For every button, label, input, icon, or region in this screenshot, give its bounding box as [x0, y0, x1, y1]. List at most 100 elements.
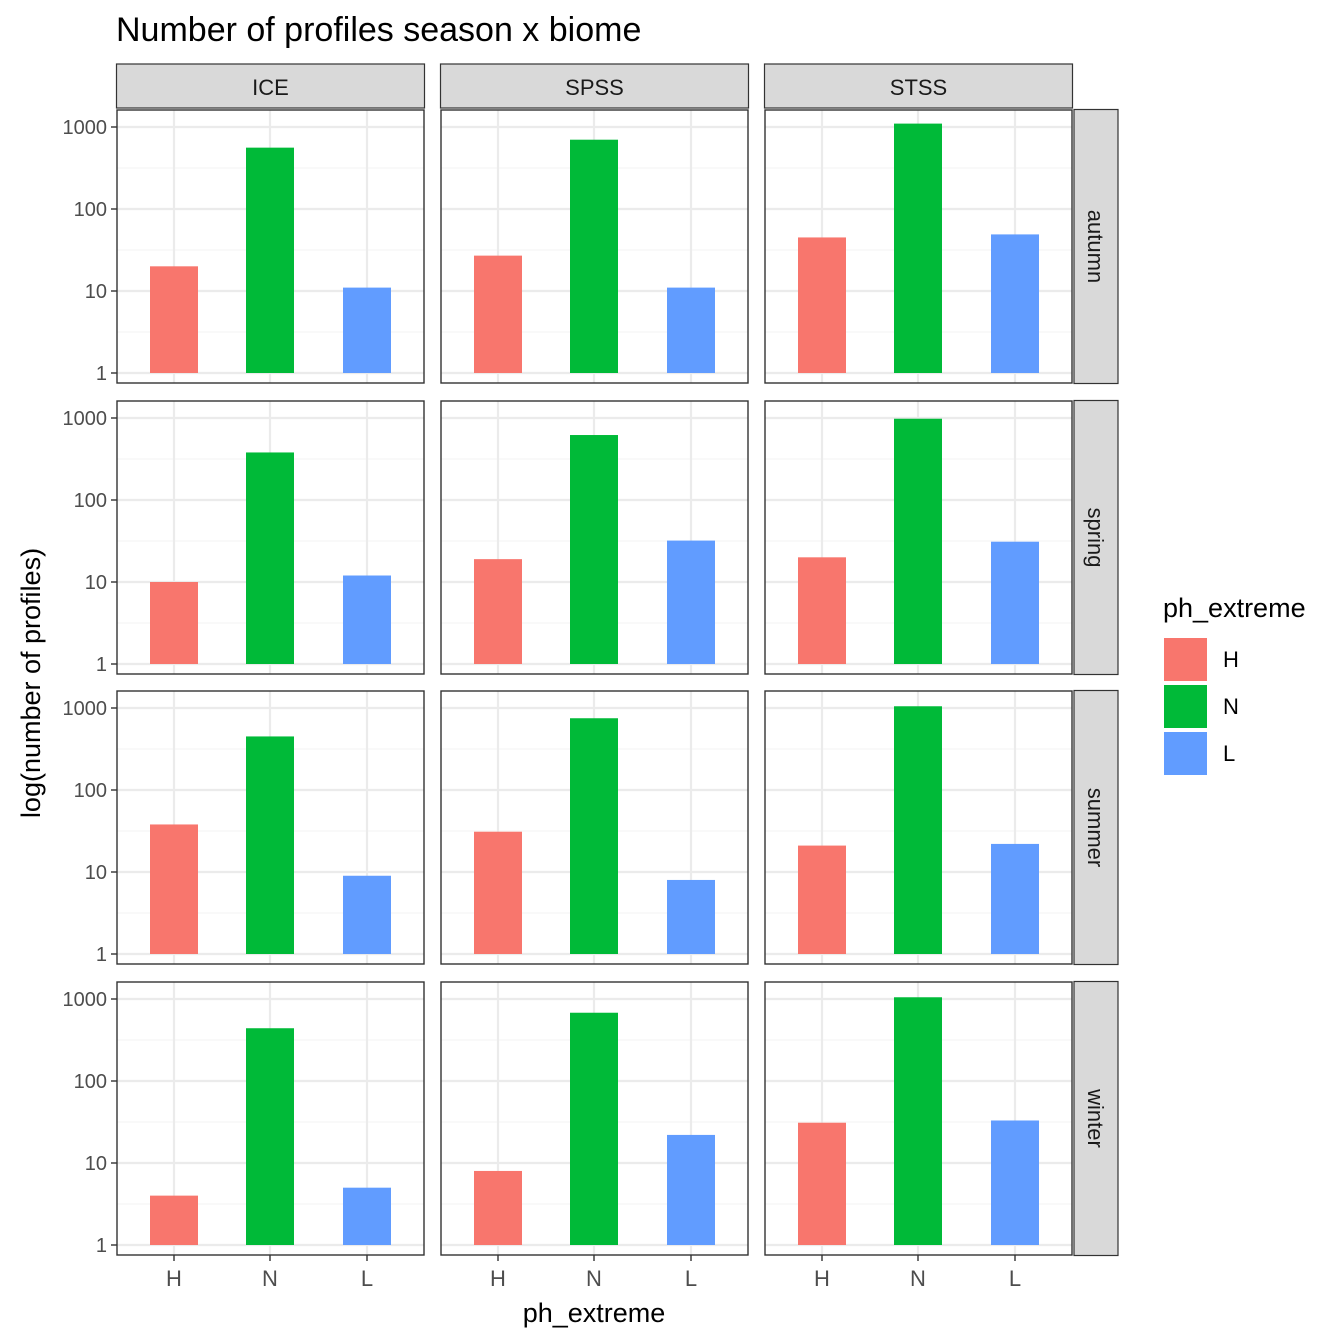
- bar-l: [991, 541, 1039, 664]
- legend-swatch: [1164, 685, 1207, 728]
- panel-summer-ice: 1 10 100 1000: [63, 690, 425, 966]
- y-tick-label: 1000: [63, 698, 108, 720]
- legend-label: L: [1223, 741, 1235, 766]
- panel-border: [116, 400, 425, 675]
- bar-l: [667, 1134, 715, 1245]
- panel-autumn-ice: 1 10 100 1000: [63, 109, 425, 385]
- legend-swatch: [1164, 638, 1207, 681]
- bar-h: [150, 266, 198, 373]
- panel-winter-ice: 1 10 100 1000 H N L: [63, 981, 425, 1291]
- bar-l: [667, 287, 715, 373]
- x-axis-title: ph_extreme: [523, 1298, 666, 1328]
- y-tick-label: 10: [85, 281, 107, 303]
- facet-grid: ICE SPSS STSS autumn spring summer winter 1 10 10…: [63, 63, 1119, 1291]
- panel-border: [440, 109, 749, 384]
- strip-spring: spring: [1073, 399, 1119, 676]
- y-tick-label: 1: [96, 1235, 107, 1257]
- bar-h: [474, 559, 522, 664]
- bar-n: [246, 736, 294, 954]
- bar-l: [991, 843, 1039, 954]
- strip-label: SPSS: [565, 75, 624, 100]
- y-tick-label: 10: [85, 862, 107, 884]
- strip-label: summer: [1083, 788, 1108, 867]
- y-tick-label: 1000: [63, 989, 108, 1011]
- bar-h: [150, 824, 198, 954]
- strip-label: ICE: [252, 75, 289, 100]
- legend-entry-n: N: [1164, 685, 1239, 728]
- x-tick-label: N: [586, 1266, 602, 1291]
- bar-n: [246, 452, 294, 664]
- bar-h: [798, 237, 846, 373]
- x-tick-label: L: [361, 1266, 373, 1291]
- bar-h: [798, 845, 846, 954]
- y-tick-label: 10: [85, 572, 107, 594]
- panel-border: [764, 400, 1073, 675]
- panel-spring-ice: 1 10 100 1000: [63, 400, 425, 676]
- bar-n: [570, 718, 618, 954]
- bar-n: [246, 1028, 294, 1245]
- panel-summer-spss: [440, 690, 749, 965]
- bar-l: [343, 1187, 391, 1245]
- bar-h: [798, 557, 846, 664]
- bar-n: [246, 147, 294, 373]
- legend-entry-h: H: [1164, 638, 1239, 681]
- bar-l: [991, 1120, 1039, 1245]
- bar-h: [150, 1195, 198, 1245]
- y-tick-label: 1000: [63, 117, 108, 139]
- strip-label: STSS: [890, 75, 947, 100]
- y-tick-label: 1: [96, 363, 107, 385]
- bar-h: [150, 582, 198, 664]
- x-tick-label: L: [1009, 1266, 1021, 1291]
- panel-summer-stss: [764, 690, 1073, 965]
- y-axis-title: log(number of profiles): [16, 548, 46, 818]
- legend-title: ph_extreme: [1163, 593, 1306, 623]
- x-tick-label: H: [814, 1266, 830, 1291]
- x-tick-label: H: [490, 1266, 506, 1291]
- bar-n: [894, 706, 942, 954]
- legend: ph_extreme HNL: [1163, 593, 1306, 775]
- legend-swatch: [1164, 732, 1207, 775]
- y-tick-label: 1: [96, 654, 107, 676]
- panel-border: [764, 690, 1073, 965]
- legend-keys: HNL: [1164, 638, 1239, 775]
- y-tick-label: 100: [74, 1071, 107, 1093]
- panel-border: [440, 690, 749, 965]
- strip-label: spring: [1083, 508, 1108, 568]
- bar-n: [570, 1012, 618, 1245]
- chart-title: Number of profiles season x biome: [116, 11, 641, 49]
- legend-label: N: [1223, 694, 1239, 719]
- panel-spring-spss: [440, 400, 749, 675]
- bar-l: [343, 875, 391, 954]
- bar-l: [991, 234, 1039, 373]
- strip-label: autumn: [1083, 210, 1108, 283]
- bar-l: [667, 540, 715, 664]
- y-tick-label: 1: [96, 944, 107, 966]
- bar-l: [343, 287, 391, 373]
- bar-h: [474, 831, 522, 954]
- panel-border: [440, 400, 749, 675]
- panel-spring-stss: [764, 400, 1073, 675]
- y-tick-label: 10: [85, 1153, 107, 1175]
- strip-autumn: autumn: [1073, 108, 1119, 385]
- strip-label: winter: [1083, 1088, 1108, 1148]
- panel-border: [764, 109, 1073, 384]
- x-tick-label: N: [262, 1266, 278, 1291]
- bar-h: [798, 1122, 846, 1245]
- x-tick-label: N: [910, 1266, 926, 1291]
- x-tick-label: H: [166, 1266, 182, 1291]
- y-tick-label: 100: [74, 199, 107, 221]
- y-tick-label: 100: [74, 780, 107, 802]
- bar-h: [474, 255, 522, 373]
- legend-entry-l: L: [1164, 732, 1235, 775]
- bar-n: [894, 418, 942, 664]
- bar-l: [667, 879, 715, 954]
- panel-border: [116, 109, 425, 384]
- y-tick-label: 1000: [63, 408, 108, 430]
- bar-l: [343, 575, 391, 664]
- x-tick-label: L: [685, 1266, 697, 1291]
- strip-spss: SPSS: [439, 63, 750, 109]
- panel-border: [116, 690, 425, 965]
